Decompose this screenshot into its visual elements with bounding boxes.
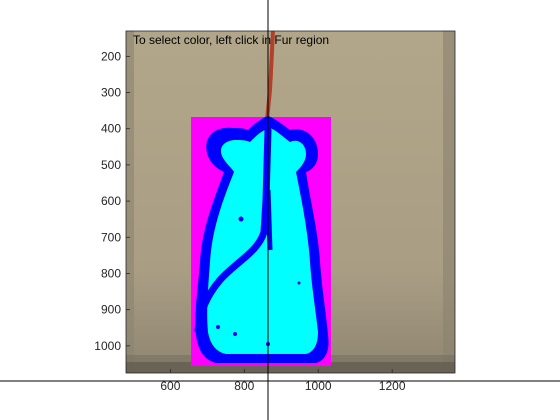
- y-tick-label: 1000: [94, 339, 121, 353]
- speck: [297, 281, 301, 285]
- x-tick-label: 600: [160, 379, 180, 393]
- bedding-strip: [126, 362, 455, 373]
- fur-region: [194, 116, 329, 363]
- x-tick-label: 1000: [305, 379, 332, 393]
- y-tick-label: 700: [101, 230, 121, 244]
- speck: [216, 325, 220, 329]
- cage-wall-right: [443, 31, 455, 373]
- tether-cable-front: [269, 31, 275, 81]
- x-tick-label: 800: [234, 379, 254, 393]
- y-tick-label: 800: [101, 266, 121, 280]
- y-tick-label: 400: [101, 122, 121, 136]
- cage-wall-left: [126, 31, 134, 373]
- y-tick-label: 600: [101, 194, 121, 208]
- y-tick-label: 300: [101, 86, 121, 100]
- axes-frame: [125, 30, 456, 374]
- y-axis: 200 300 400 500 600 700 800 900 1000: [94, 49, 130, 353]
- x-axis: 600 800 1000 1200: [160, 369, 406, 393]
- instruction-text: To select color, left click in Fur regio…: [133, 33, 329, 47]
- speck: [238, 216, 244, 222]
- tail-stripe: [194, 126, 272, 334]
- image-axes[interactable]: [126, 31, 455, 373]
- y-tick-label: 500: [101, 158, 121, 172]
- y-tick-label: 900: [101, 303, 121, 317]
- y-tick-label: 200: [101, 49, 121, 63]
- speck: [233, 332, 237, 336]
- x-tick-label: 1200: [379, 379, 406, 393]
